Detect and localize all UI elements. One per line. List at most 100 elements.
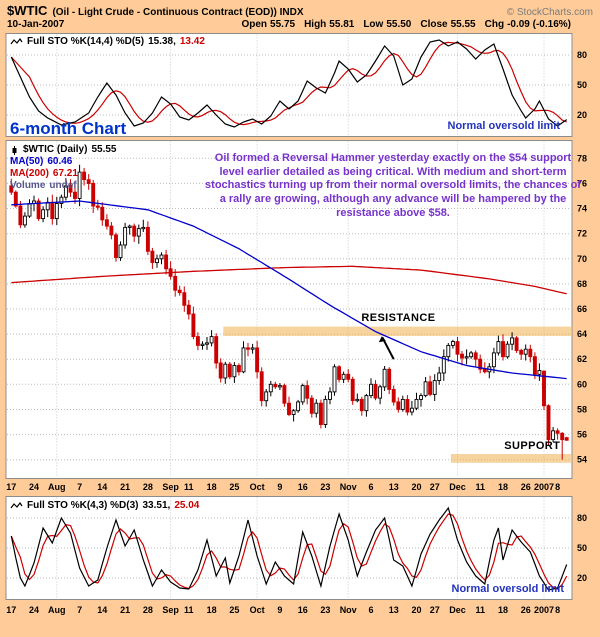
y-axis-label: 80 <box>577 513 587 523</box>
x-axis-label: 8 <box>555 605 560 615</box>
y-axis-label: 74 <box>577 204 587 214</box>
volume-value: undef <box>49 180 77 191</box>
bottom-k-value: 33.51, <box>142 500 171 511</box>
x-axis-label: 27 <box>430 482 440 492</box>
x-axis-label: 24 <box>29 482 39 492</box>
x-axis-label: 23 <box>320 482 330 492</box>
x-axis-label: Nov <box>340 605 357 615</box>
ma200-value: 67.21 <box>52 168 78 179</box>
percent-k-line <box>10 506 568 591</box>
y-axis-label: 72 <box>577 229 587 239</box>
x-axis-label: Oct <box>250 482 265 492</box>
x-axis-label: 20 <box>411 482 421 492</box>
y-axis-label: 60 <box>577 379 587 389</box>
x-axis-label: 9 <box>277 482 282 492</box>
x-axis-label: 13 <box>389 605 399 615</box>
bottom-indicator-name: Full STO %K(4,3) %D(3) <box>27 500 139 511</box>
percent-k-line <box>10 39 568 128</box>
open-value: 55.75 <box>270 19 296 30</box>
volume-label: Volume <box>10 180 46 191</box>
chg-label: Chg <box>484 19 505 30</box>
high-label: High <box>304 19 327 30</box>
x-axis-label: 20 <box>411 605 421 615</box>
close-value: 55.55 <box>450 19 476 30</box>
x-axis-label: 8 <box>555 482 560 492</box>
x-axis-label: Sep <box>162 482 179 492</box>
y-axis-label: 58 <box>577 405 587 415</box>
x-axis-label: Dec <box>449 605 466 615</box>
y-axis-label: 76 <box>577 178 587 188</box>
x-axis-label: 24 <box>29 605 39 615</box>
percent-d-line <box>10 41 567 126</box>
x-axis-label: 26 <box>521 605 531 615</box>
bottom-d-value: 25.04 <box>174 500 200 511</box>
low-value: 55.50 <box>386 19 412 30</box>
symbol: $WTIC <box>7 3 48 18</box>
resistance-zone <box>223 326 572 336</box>
x-axis-label: 16 <box>298 482 308 492</box>
x-axis-label: 18 <box>207 605 217 615</box>
chg-value: -0.09 (-0.16%) <box>507 19 571 30</box>
bottom-indicator-legend: Full STO %K(4,3) %D(3) 33.51, 25.04 <box>10 500 199 511</box>
top-indicator-legend: Full STO %K(14,4) %D(5) 15.38, 13.42 <box>10 36 205 47</box>
x-axis-label: 21 <box>120 605 130 615</box>
chart-date: 10-Jan-2007 <box>7 19 65 30</box>
x-axis-label: 2007 <box>534 605 554 615</box>
chart-header: $WTIC (Oil - Light Crude - Continuous Co… <box>7 3 593 18</box>
quote-row: 10-Jan-2007 Open 55.75 High 55.81 Low 55.50… <box>7 19 593 30</box>
x-axis-label: 25 <box>229 605 239 615</box>
x-axis-label: 16 <box>298 605 308 615</box>
y-axis-label: 20 <box>577 110 587 120</box>
y-axis-label: 20 <box>577 573 587 583</box>
x-axis-label: 18 <box>207 482 217 492</box>
y-axis-label: 68 <box>577 279 587 289</box>
x-axis-label: 26 <box>521 482 531 492</box>
y-axis-label: 70 <box>577 254 587 264</box>
y-axis-labels: 80 50 20 <box>577 513 587 583</box>
x-axis-label: Aug <box>48 605 66 615</box>
stochastic-series <box>10 506 568 591</box>
x-axis-label: 18 <box>498 605 508 615</box>
x-axis-label: 6 <box>368 482 373 492</box>
y-axis-label: 50 <box>577 80 587 90</box>
x-axis-label: 11 <box>475 482 485 492</box>
x-axis-label: 11 <box>184 605 194 615</box>
x-axis-label: 17 <box>6 482 16 492</box>
x-axis-labels: 17 24 Aug 7 14 21 28 Sep 11 18 25 Oct 9 16 23 Nov 6 13 20 2… <box>6 482 560 492</box>
x-axis-label: 13 <box>389 482 399 492</box>
close-label: Close <box>420 19 448 30</box>
x-axis-label: 6 <box>368 605 373 615</box>
x-axis-label: 14 <box>97 605 107 615</box>
oversold-limit-label-bottom: Normal oversold limit <box>451 583 564 595</box>
x-axis-label: 25 <box>229 482 239 492</box>
x-axis-label: 18 <box>498 482 508 492</box>
y-axis-label: 54 <box>577 455 587 465</box>
stochastic-series <box>10 39 568 128</box>
x-axis-label: 17 <box>6 605 16 615</box>
x-axis-label: 21 <box>120 482 130 492</box>
oversold-limit-label-top: Normal oversold limit <box>447 120 560 132</box>
bottom-stochastic-panel: 80 50 20 17 24 Aug 7 14 21 28 Sep 11 18 25 Oct 9 16 23 Nov… <box>5 496 587 615</box>
stochastic-line-icon <box>10 37 23 44</box>
x-axis-label: Dec <box>449 482 466 492</box>
x-axis-label: 9 <box>277 605 282 615</box>
y-axis-label: 50 <box>577 543 587 553</box>
copyright: © StockCharts.com <box>506 7 593 18</box>
x-axis-label: Sep <box>162 605 179 615</box>
y-axis-label: 64 <box>577 329 587 339</box>
candlestick-icon <box>12 145 17 155</box>
top-k-value: 15.38, <box>148 36 176 47</box>
x-axis-label: 14 <box>97 482 107 492</box>
six-month-chart-label: 6-month Chart <box>10 119 127 138</box>
x-axis-label: 28 <box>143 482 153 492</box>
support-zone <box>450 454 571 463</box>
x-axis-label: 23 <box>320 605 330 615</box>
ma50-label: MA(50) <box>10 156 44 167</box>
support-label: SUPPORT <box>504 440 561 453</box>
ma50-line <box>11 200 567 380</box>
resistance-label: RESISTANCE <box>361 311 436 324</box>
high-value: 55.81 <box>329 19 355 30</box>
candlesticks <box>9 164 569 460</box>
moving-averages <box>11 200 567 380</box>
